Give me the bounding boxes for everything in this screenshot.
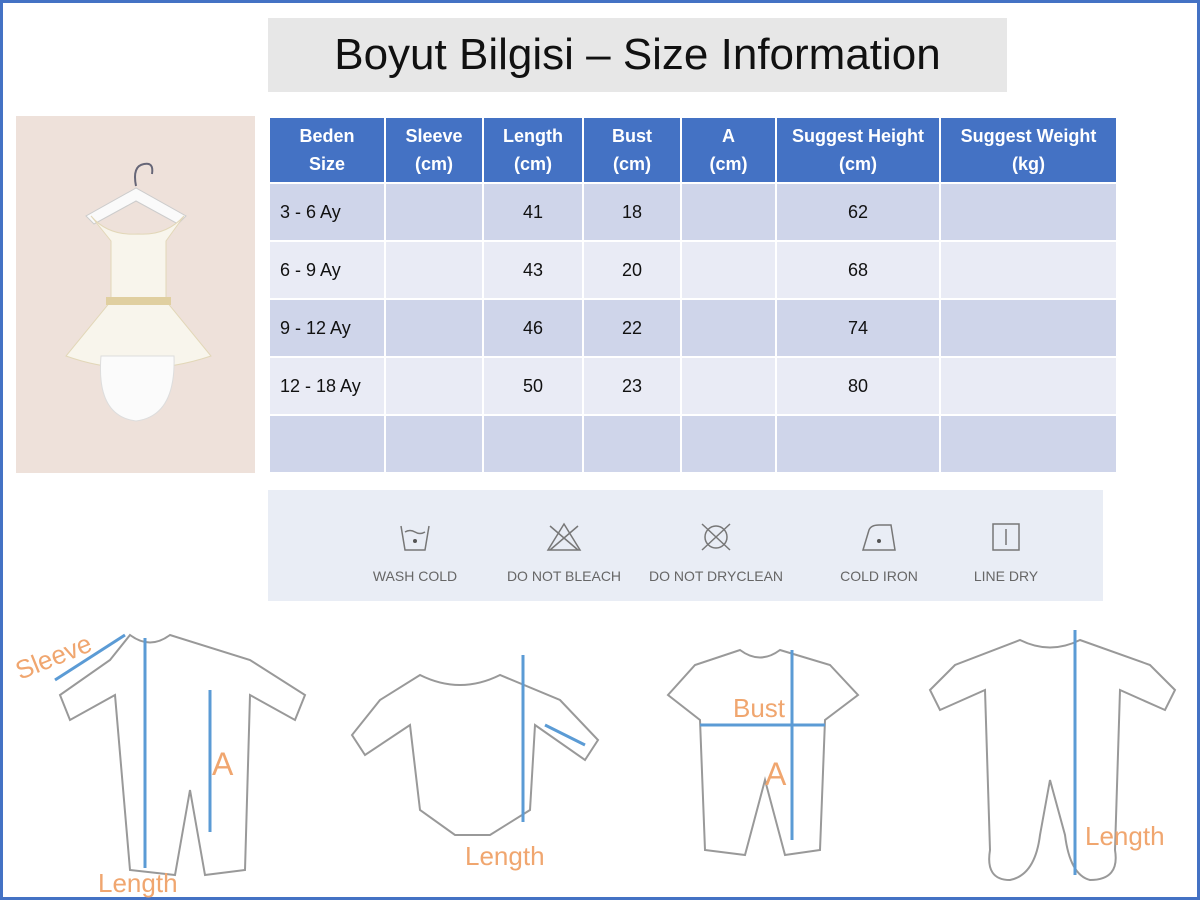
header-length: Length (cm): [482, 116, 584, 184]
cell-size: 12 - 18 Ay: [268, 356, 386, 416]
cell-a: [680, 356, 777, 416]
cell-a: [680, 182, 777, 242]
cell-length: 50: [482, 356, 584, 416]
label-length: Length: [98, 868, 178, 898]
care-wash-cold: WASH COLD: [330, 520, 500, 584]
label-a: A: [212, 746, 234, 782]
header-suggest-weight: Suggest Weight (kg): [939, 116, 1118, 184]
care-cold-iron: COLD IRON: [794, 520, 964, 584]
label-sleeve: Sleeve: [11, 628, 96, 686]
size-table: Beden Size Sleeve (cm) Length (cm) Bust (cm)…: [268, 116, 1118, 474]
cell-length: [482, 414, 584, 474]
table-row: 9 - 12 Ay 46 22 74: [268, 298, 1118, 358]
table-row: [268, 414, 1118, 474]
cell-sleeve: [384, 182, 484, 242]
header-suggest-height: Suggest Height (cm): [775, 116, 941, 184]
header-a: A (cm): [680, 116, 777, 184]
wash-cold-icon: [400, 525, 430, 551]
cell-sleeve: [384, 356, 484, 416]
do-not-bleach-icon: [546, 522, 582, 551]
table-row: 6 - 9 Ay 43 20 68: [268, 240, 1118, 300]
cell-size: 9 - 12 Ay: [268, 298, 386, 358]
do-not-dryclean-icon: [701, 523, 731, 551]
cell-suggest-height: 68: [775, 240, 941, 300]
care-line-dry: LINE DRY: [921, 520, 1091, 584]
label-length: Length: [1085, 821, 1165, 851]
product-photo: [16, 116, 255, 473]
cell-suggest-height: [775, 414, 941, 474]
cell-suggest-height: 62: [775, 182, 941, 242]
cell-length: 43: [482, 240, 584, 300]
label-a: A: [765, 756, 787, 792]
header-size: Beden Size: [268, 116, 386, 184]
care-do-not-dryclean: DO NOT DRYCLEAN: [631, 520, 801, 584]
cell-length: 46: [482, 298, 584, 358]
cell-suggest-weight: [939, 182, 1118, 242]
cell-suggest-height: 74: [775, 298, 941, 358]
cell-suggest-weight: [939, 356, 1118, 416]
romper-long-sleeve-diagram: [58, 633, 307, 877]
cell-sleeve: [384, 414, 484, 474]
page-title: Boyut Bilgisi – Size Information: [268, 18, 1007, 92]
cell-size: 6 - 9 Ay: [268, 240, 386, 300]
cell-a: [680, 414, 777, 474]
cell-bust: 20: [582, 240, 682, 300]
cell-a: [680, 240, 777, 300]
line-dry-icon: [992, 523, 1020, 551]
measurement-diagrams: Sleeve A Length Length Bust A Length: [11, 628, 1177, 898]
table-row: 12 - 18 Ay 50 23 80: [268, 356, 1118, 416]
cell-sleeve: [384, 240, 484, 300]
cell-bust: 18: [582, 182, 682, 242]
label-bust: Bust: [733, 693, 786, 723]
cell-bust: [582, 414, 682, 474]
header-bust: Bust (cm): [582, 116, 682, 184]
cell-length: 41: [482, 182, 584, 242]
bodysuit-diagram: [350, 673, 600, 836]
table-header-row: Beden Size Sleeve (cm) Length (cm) Bust (cm)…: [268, 116, 1118, 184]
table-row: 3 - 6 Ay 41 18 62: [268, 182, 1118, 242]
cell-suggest-height: 80: [775, 356, 941, 416]
cold-iron-icon: [861, 524, 896, 551]
cell-size: [268, 414, 386, 474]
cell-bust: 23: [582, 356, 682, 416]
cell-suggest-weight: [939, 298, 1118, 358]
label-length: Length: [465, 841, 545, 871]
cell-bust: 22: [582, 298, 682, 358]
cell-sleeve: [384, 298, 484, 358]
care-instructions: WASH COLD DO NOT BLEACH DO NOT DRYCLEAN …: [268, 490, 1103, 601]
care-do-not-bleach: DO NOT BLEACH: [479, 520, 649, 584]
cell-size: 3 - 6 Ay: [268, 182, 386, 242]
cell-suggest-weight: [939, 414, 1118, 474]
cell-suggest-weight: [939, 240, 1118, 300]
header-sleeve: Sleeve (cm): [384, 116, 484, 184]
romper-short-sleeve-diagram: [666, 648, 860, 857]
footed-sleepsuit-diagram: [928, 638, 1177, 882]
cell-a: [680, 298, 777, 358]
